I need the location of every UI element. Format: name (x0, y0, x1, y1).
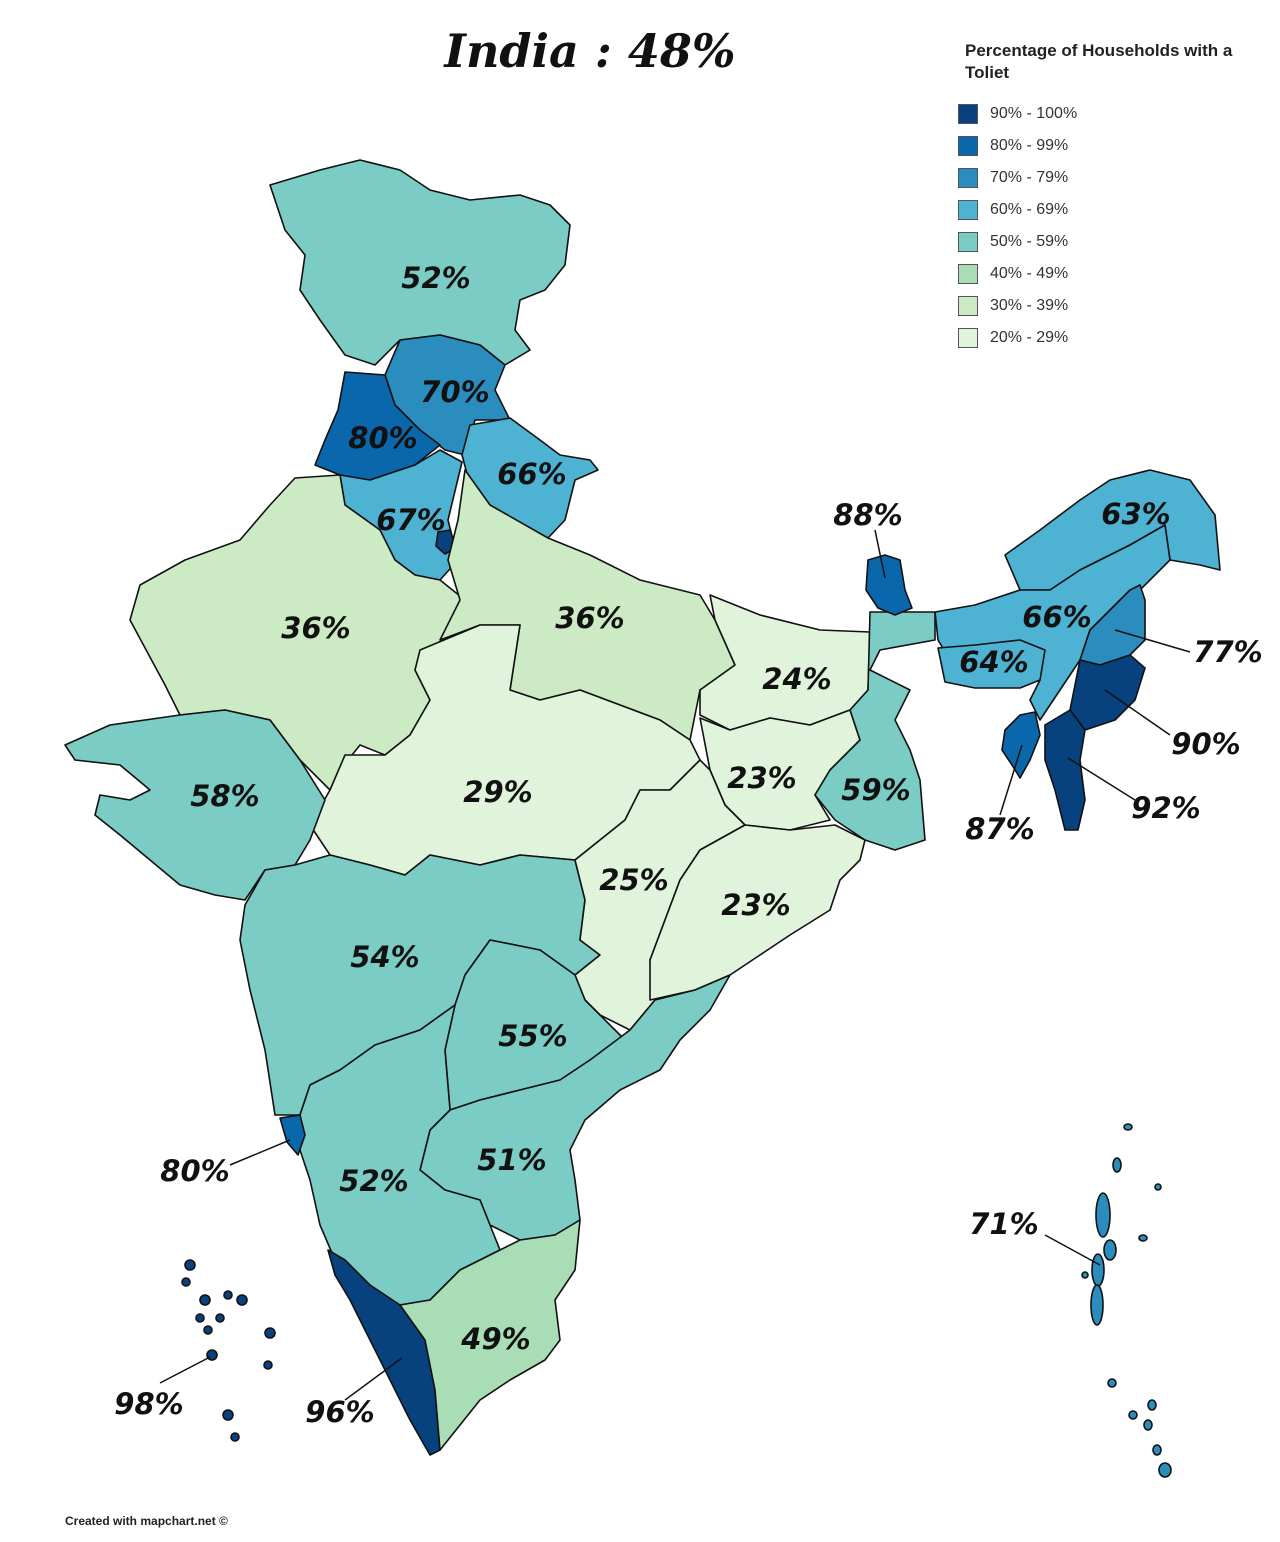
leader-line (874, 529, 886, 579)
legend-label: 40% - 49% (990, 265, 1069, 282)
value-label: 96% (305, 1395, 374, 1429)
region-jammu-kashmir[interactable] (269, 159, 571, 366)
region-mizoram[interactable] (1044, 709, 1086, 831)
region-tripura[interactable] (1001, 711, 1041, 779)
legend-label: 60% - 69% (990, 201, 1069, 218)
value-label: 66% (1022, 600, 1091, 634)
value-label: 59% (841, 773, 910, 807)
leader-line (1044, 1234, 1101, 1266)
value-label: 36% (555, 601, 624, 635)
value-label: 52% (339, 1164, 408, 1198)
value-label: 25% (599, 863, 668, 897)
legend-label: 80% - 99% (990, 137, 1069, 154)
region-west-bengal[interactable] (814, 611, 936, 851)
value-label: 52% (401, 261, 470, 295)
leader-line (344, 1357, 403, 1401)
credit-footer: Created with mapchart.net © (65, 1514, 228, 1528)
value-label: 51% (477, 1143, 546, 1177)
value-label: 36% (281, 611, 350, 645)
region-tamil-nadu[interactable] (399, 1219, 581, 1451)
value-label: 71% (969, 1207, 1038, 1241)
region-andaman-nicobar[interactable] (1081, 1123, 1172, 1478)
value-label: 29% (463, 775, 532, 809)
legend-item: 40% - 49% (958, 258, 1275, 290)
legend-swatch (958, 168, 978, 188)
region-karnataka[interactable] (299, 1004, 501, 1306)
value-label: 54% (350, 940, 419, 974)
value-label: 92% (1131, 791, 1200, 825)
legend-item: 80% - 99% (958, 130, 1275, 162)
value-label: 23% (727, 761, 796, 795)
legend-item: 70% - 79% (958, 162, 1275, 194)
value-label: 98% (114, 1387, 183, 1421)
value-label: 67% (376, 503, 445, 537)
legend-item: 90% - 100% (958, 98, 1275, 130)
value-label: 77% (1193, 635, 1262, 669)
legend-label: 30% - 39% (990, 297, 1069, 314)
value-label: 88% (833, 498, 902, 532)
legend-swatch (958, 264, 978, 284)
leader-line (1104, 689, 1171, 736)
legend: Percentage of Households with a Toliet 9… (958, 40, 1275, 354)
value-label: 64% (959, 645, 1028, 679)
legend-label: 70% - 79% (990, 169, 1069, 186)
leader-line (1114, 629, 1191, 653)
value-label: 58% (190, 779, 259, 813)
region-gujarat[interactable] (64, 709, 326, 901)
region-lakshadweep[interactable] (181, 1259, 276, 1442)
legend-swatch (958, 328, 978, 348)
value-label: 24% (762, 662, 831, 696)
value-label: 55% (498, 1019, 567, 1053)
value-label: 23% (721, 888, 790, 922)
legend-swatch (958, 104, 978, 124)
legend-item: 30% - 39% (958, 290, 1275, 322)
leader-line (229, 1139, 291, 1166)
value-label: 80% (160, 1154, 229, 1188)
legend-item: 50% - 59% (958, 226, 1275, 258)
value-label: 66% (497, 457, 566, 491)
legend-label: 50% - 59% (990, 233, 1069, 250)
map-title: India : 48% (444, 24, 736, 78)
region-goa[interactable] (279, 1114, 306, 1156)
legend-swatch (958, 200, 978, 220)
legend-item: 20% - 29% (958, 322, 1275, 354)
region-meghalaya[interactable] (937, 639, 1046, 689)
legend-title: Percentage of Households with a Toliet (965, 41, 1233, 82)
value-label: 70% (420, 375, 489, 409)
leader-line (999, 744, 1023, 816)
legend-swatch (958, 136, 978, 156)
value-label: 80% (348, 421, 417, 455)
value-label: 63% (1101, 497, 1170, 531)
value-label: 49% (460, 1322, 530, 1356)
region-sikkim[interactable] (865, 554, 913, 616)
legend-swatch (958, 296, 978, 316)
legend-swatch (958, 232, 978, 252)
value-label: 90% (1171, 727, 1240, 761)
leader-line (1067, 757, 1136, 801)
leader-line (159, 1356, 211, 1384)
region-kerala[interactable] (327, 1249, 441, 1456)
legend-label: 90% - 100% (990, 105, 1078, 122)
legend-label: 20% - 29% (990, 329, 1069, 346)
legend-item: 60% - 69% (958, 194, 1275, 226)
region-odisha[interactable] (649, 824, 866, 1001)
value-label: 87% (965, 812, 1034, 846)
